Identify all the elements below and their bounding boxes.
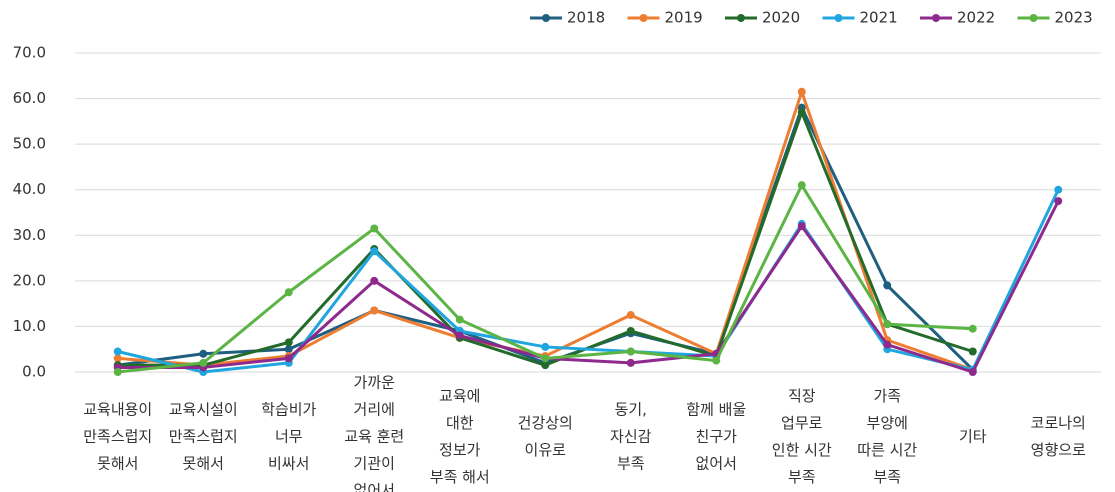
data-point <box>797 108 806 117</box>
x-tick-label: 못해서 <box>183 455 224 473</box>
x-tick-label: 따른 시간 <box>857 441 917 459</box>
legend-marker <box>737 14 745 22</box>
legend-marker <box>639 14 648 22</box>
data-point <box>883 340 892 349</box>
legend-label: 2023 <box>1055 9 1093 27</box>
x-tick-label: 부족 해서 <box>430 468 490 486</box>
data-point <box>968 347 977 356</box>
legend-label: 2020 <box>762 9 800 27</box>
x-tick-label: 대한 <box>446 414 474 432</box>
x-tick-label: 함께 배울 <box>686 401 746 419</box>
data-point <box>797 181 806 190</box>
data-point <box>541 342 550 351</box>
data-point <box>455 331 464 340</box>
data-point <box>370 247 379 256</box>
x-tick-label: 교육시설이 <box>169 401 238 419</box>
data-point <box>968 368 977 376</box>
legend-marker <box>834 14 843 22</box>
y-tick-label: 60.0 <box>13 89 46 107</box>
legend-label: 2018 <box>567 9 605 27</box>
y-tick-label: 40.0 <box>13 180 46 198</box>
y-tick-label: 50.0 <box>13 135 46 153</box>
x-tick-label: 없어서 <box>354 482 395 492</box>
data-point <box>541 354 550 363</box>
y-tick-label: 20.0 <box>13 271 46 289</box>
x-tick-label: 인한 시간 <box>772 441 832 459</box>
data-point <box>1054 185 1063 194</box>
legend-label: 2019 <box>665 9 703 27</box>
series-line <box>117 189 1060 374</box>
x-tick-label: 자신감 <box>610 428 652 446</box>
legend-label: 2022 <box>957 9 995 27</box>
data-point <box>626 311 635 320</box>
x-tick-label: 학습비가 <box>261 401 316 419</box>
legend-marker <box>1029 14 1038 22</box>
x-tick-label: 기관이 <box>354 455 395 473</box>
data-point <box>284 338 293 347</box>
x-tick-label: 너무 <box>275 428 303 446</box>
x-tick-label: 못해서 <box>97 455 138 473</box>
data-point <box>883 320 892 329</box>
data-point <box>370 224 379 233</box>
x-tick-label: 비싸서 <box>268 455 309 473</box>
x-tick-label: 동기, <box>615 401 647 419</box>
data-point <box>626 347 635 356</box>
data-point <box>797 87 806 96</box>
x-tick-label: 부족 <box>617 455 645 473</box>
series-line <box>117 200 1060 374</box>
x-tick-label: 업무로 <box>781 414 823 432</box>
series-line <box>117 106 974 371</box>
x-tick-label: 교육에 <box>439 387 480 405</box>
y-tick-label: 70.0 <box>13 44 46 62</box>
data-point <box>199 358 208 367</box>
y-tick-label: 10.0 <box>13 317 46 335</box>
x-tick-label: 교육내용이 <box>83 401 152 419</box>
x-tick-label: 부양에 <box>867 414 908 432</box>
x-tick-label: 거리에 <box>354 401 395 419</box>
x-tick-label: 부족 <box>788 468 816 486</box>
data-point <box>541 361 550 370</box>
x-tick-label: 정보가 <box>439 441 481 459</box>
data-point <box>455 315 464 324</box>
data-point <box>199 349 208 358</box>
data-point <box>113 368 122 376</box>
data-point <box>626 326 635 335</box>
data-point <box>113 354 122 363</box>
data-point <box>883 281 892 290</box>
data-point <box>626 358 635 367</box>
legend-label: 2021 <box>860 9 898 27</box>
data-point <box>284 345 293 354</box>
data-point <box>370 276 379 285</box>
x-tick-label: 기타 <box>959 428 987 446</box>
x-tick-label: 부족 <box>873 468 901 486</box>
data-point <box>284 354 293 363</box>
x-tick-label: 코로나의 <box>1031 414 1086 432</box>
x-tick-label: 친구가 <box>696 428 738 446</box>
x-tick-label: 만족스럽지 <box>169 428 238 446</box>
x-tick-label: 직장 <box>788 387 816 405</box>
data-point <box>712 356 721 365</box>
data-point <box>968 324 977 333</box>
legend-marker <box>542 14 550 22</box>
data-point <box>797 222 806 231</box>
x-tick-label: 없어서 <box>696 455 737 473</box>
data-point <box>113 347 122 356</box>
y-tick-label: 0.0 <box>22 363 46 381</box>
x-tick-label: 만족스럽지 <box>83 428 152 446</box>
x-tick-label: 건강상의 <box>518 414 573 432</box>
x-tick-label: 교육 훈련 <box>344 428 404 446</box>
data-point <box>370 306 379 315</box>
data-point <box>284 288 293 297</box>
x-tick-label: 가까운 <box>354 374 396 392</box>
x-tick-label: 가족 <box>873 387 901 405</box>
data-point <box>1054 197 1063 206</box>
x-tick-label: 이유로 <box>525 441 567 459</box>
y-tick-label: 30.0 <box>13 226 46 244</box>
legend-marker <box>932 14 940 22</box>
x-tick-label: 영향으로 <box>1031 441 1086 459</box>
